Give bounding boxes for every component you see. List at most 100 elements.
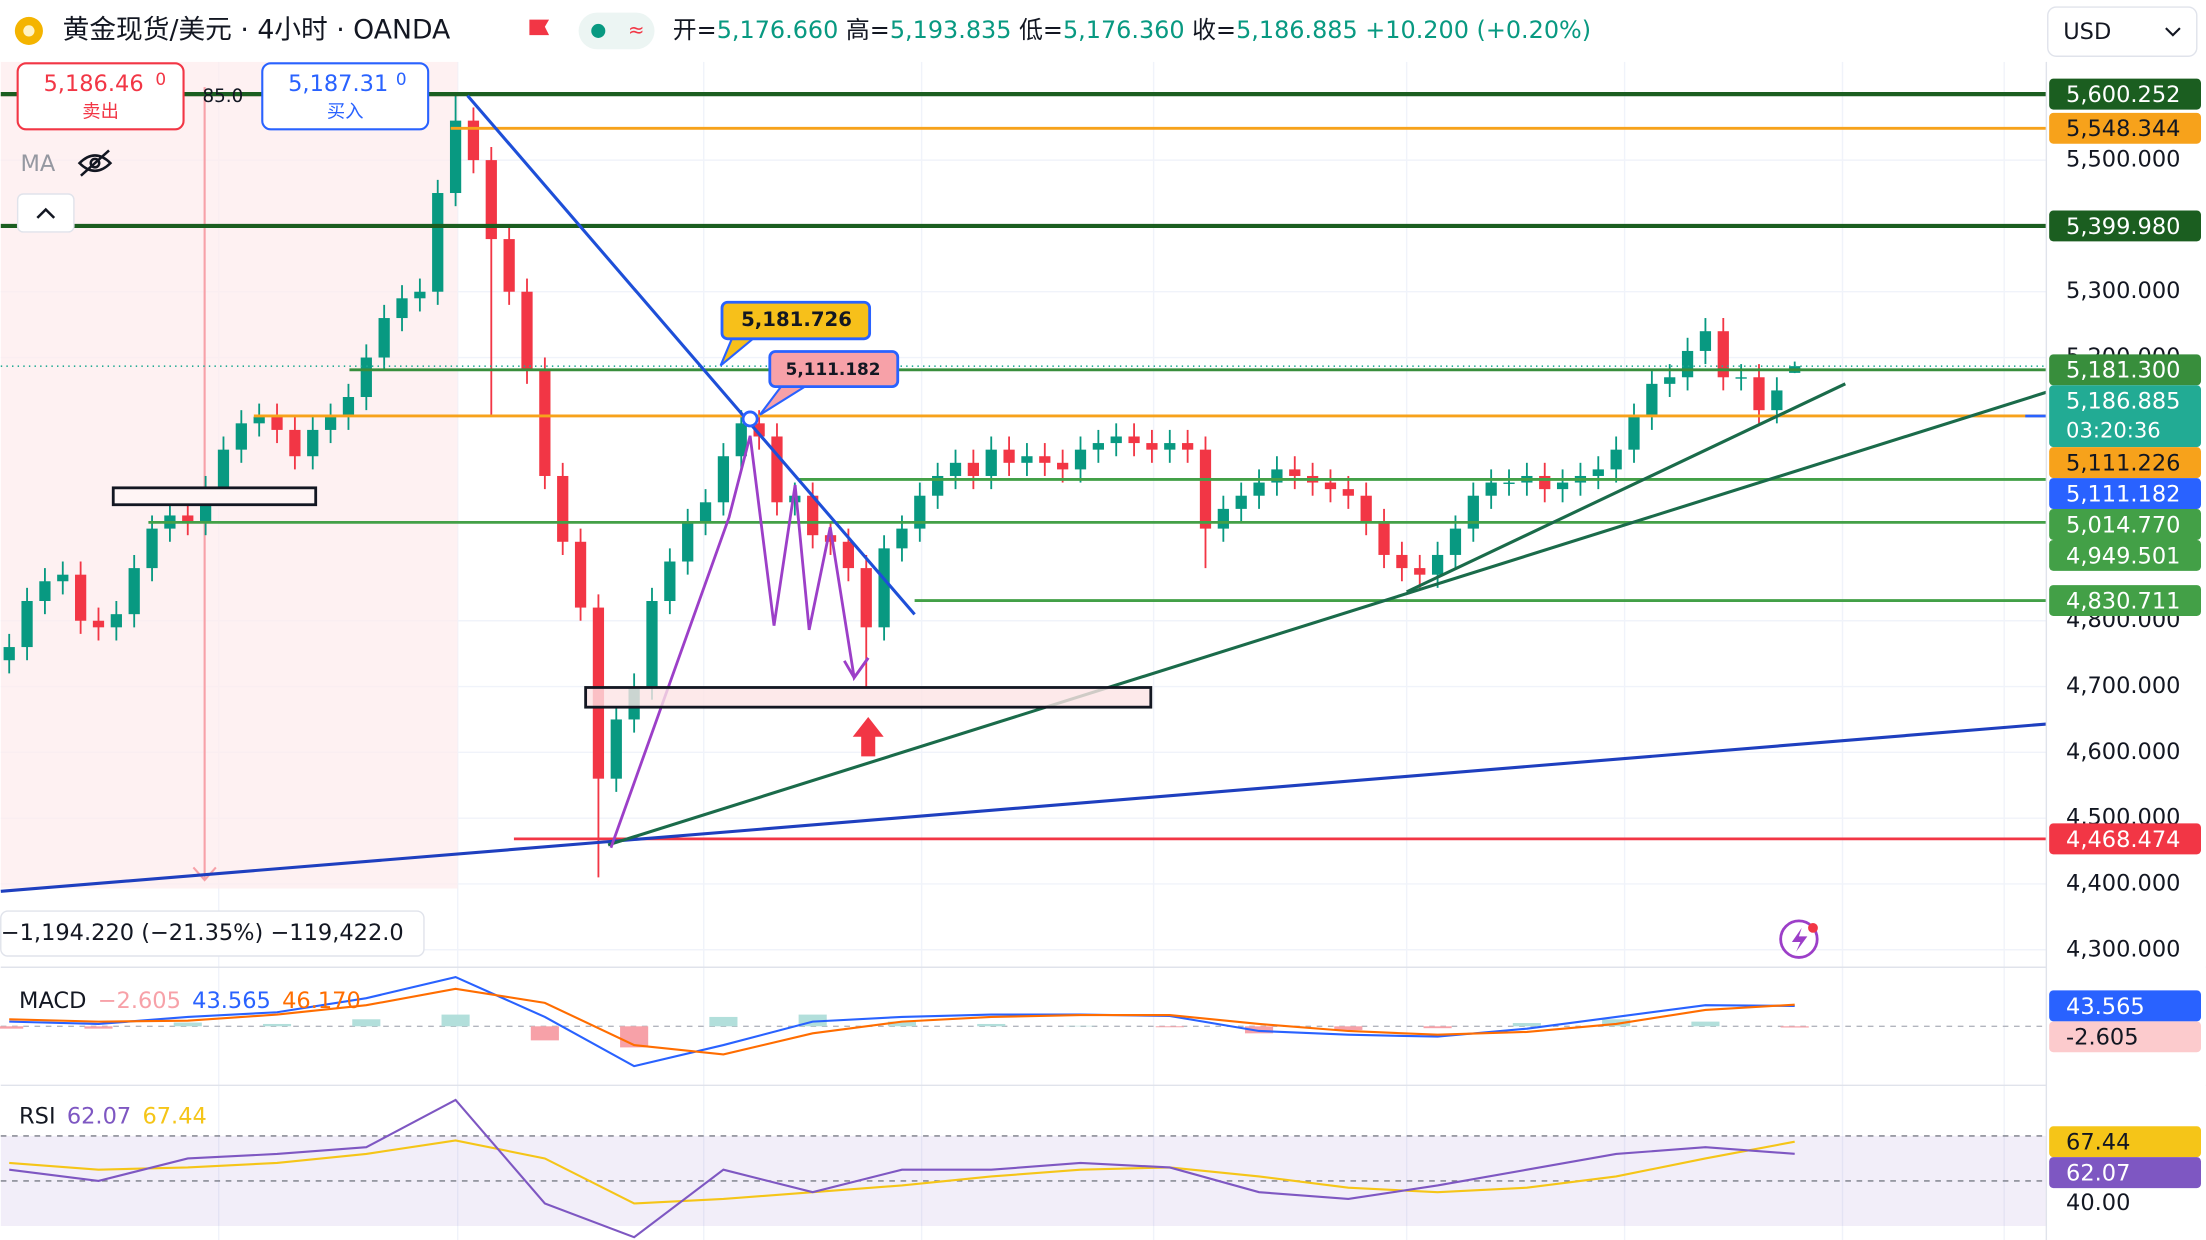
candle-body <box>235 423 247 450</box>
axis-labels: 4,300.0004,400.0004,500.0004,600.0004,70… <box>2049 78 2202 1216</box>
candle-body <box>1021 456 1033 463</box>
axis-label: 5,111.226 <box>2066 451 2180 477</box>
histogram-bar <box>441 1014 470 1027</box>
axis-label-box <box>2049 354 2202 386</box>
histogram-bar <box>887 1021 917 1027</box>
currency-select[interactable] <box>2047 6 2198 57</box>
readout: 62.07 <box>67 1103 131 1129</box>
candle-body <box>1289 469 1301 476</box>
candle-body <box>467 120 480 161</box>
collapse-button[interactable] <box>16 193 75 233</box>
measure-text: −1,194.220 (−21.35%) −119,422.0 <box>1 920 404 946</box>
hide-icon[interactable] <box>77 149 113 177</box>
histogram-bar <box>709 1016 738 1027</box>
measure-box <box>0 910 425 957</box>
histogram-bar <box>1244 1026 1274 1034</box>
candle-body <box>1164 443 1176 450</box>
last-price: 5,186.885 <box>2066 389 2180 415</box>
axis-label: -2.605 <box>2066 1025 2138 1051</box>
histogram-bar <box>1512 1023 1541 1027</box>
candle-body <box>1039 456 1051 463</box>
axis-label: 4,468.474 <box>2066 827 2180 853</box>
spread: 85.0 <box>203 86 244 107</box>
candle-body <box>967 462 979 476</box>
candle-body <box>1556 482 1569 490</box>
change: +10.200 (+0.20%) <box>1365 16 1591 44</box>
candle-body <box>824 535 837 542</box>
candle-body <box>1342 489 1354 496</box>
flag-icon[interactable] <box>529 19 550 36</box>
y-tick-label: 4,300.000 <box>2066 936 2180 962</box>
candle-body <box>21 601 33 648</box>
countdown: 03:20:36 <box>2066 418 2161 443</box>
candle-body <box>771 436 783 503</box>
axis-label-box <box>2049 112 2202 144</box>
candle-body <box>289 429 301 457</box>
readout: 43.565 <box>192 987 271 1013</box>
candle-body <box>1592 469 1604 476</box>
alert-dot <box>1808 922 1818 933</box>
axis-label: 5,111.182 <box>2066 481 2180 507</box>
sell-label: 卖出 <box>82 101 119 122</box>
candle-body <box>414 291 426 299</box>
candle-body <box>449 120 462 194</box>
ma-label[interactable]: MA <box>20 151 55 177</box>
candle-body <box>1092 443 1104 450</box>
candle-body <box>1396 554 1408 569</box>
candle-body <box>1128 436 1140 444</box>
ohlc-label: 收= <box>1192 16 1236 44</box>
histogram-bar <box>530 1026 559 1041</box>
histogram-bar <box>1155 1026 1184 1028</box>
axis-label-box <box>2049 1021 2202 1053</box>
candle-body <box>324 416 337 430</box>
buy-button[interactable] <box>261 62 430 131</box>
candle-body <box>1699 331 1712 351</box>
drawings <box>0 94 2047 893</box>
spacer <box>1011 16 1019 44</box>
candle-body <box>485 160 497 240</box>
axis-label-box <box>2049 447 2202 479</box>
alert-bolt <box>1791 927 1808 952</box>
axis-label-box <box>2049 823 2202 855</box>
candle-body <box>271 416 283 430</box>
sell-price: 5,186.46 <box>43 71 143 97</box>
sell-button[interactable] <box>16 62 185 131</box>
candle-body <box>682 522 694 562</box>
candle-body <box>807 495 819 536</box>
candle-body <box>1610 449 1622 470</box>
status-pill[interactable] <box>578 12 655 50</box>
axis-label-box <box>2049 1157 2202 1189</box>
candle-body <box>57 574 69 582</box>
candle-body <box>1753 377 1765 411</box>
histogram-bar <box>84 1026 113 1029</box>
candle-body <box>253 416 265 424</box>
axis-label: 4,949.501 <box>2066 543 2180 569</box>
symbol-logo <box>23 25 35 37</box>
header <box>0 0 2047 62</box>
candle-body <box>1431 554 1444 575</box>
rsi-line <box>9 1098 1795 1239</box>
pane-title: MACD <box>19 987 86 1013</box>
symbol-title[interactable]: 黄金现货/美元 · 4小时 · OANDA <box>63 14 451 45</box>
ohlc-label: 开= <box>673 16 717 44</box>
candle-body <box>1414 568 1426 575</box>
callout: 5,111.182 <box>786 359 881 379</box>
candle-body <box>664 561 676 602</box>
candle-body <box>1003 449 1015 463</box>
histogram-bar <box>173 1022 202 1027</box>
histogram-bar <box>1780 1026 1809 1028</box>
candle-body <box>1217 508 1229 529</box>
candle-body <box>378 318 390 358</box>
candle-body <box>1539 475 1551 490</box>
spacer <box>1185 16 1193 44</box>
candle-body <box>860 568 872 628</box>
collapse-icon <box>36 207 56 219</box>
candle-body <box>1146 443 1158 450</box>
histogram-bar <box>1691 1021 1720 1027</box>
y-tick-label: 4,700.000 <box>2066 673 2180 699</box>
status-icon: ≈ <box>628 18 644 41</box>
measure-area <box>0 61 458 889</box>
candle-body <box>3 647 15 661</box>
axis-label-box <box>2049 1126 2202 1158</box>
y-tick-label: 4,600.000 <box>2066 739 2180 765</box>
